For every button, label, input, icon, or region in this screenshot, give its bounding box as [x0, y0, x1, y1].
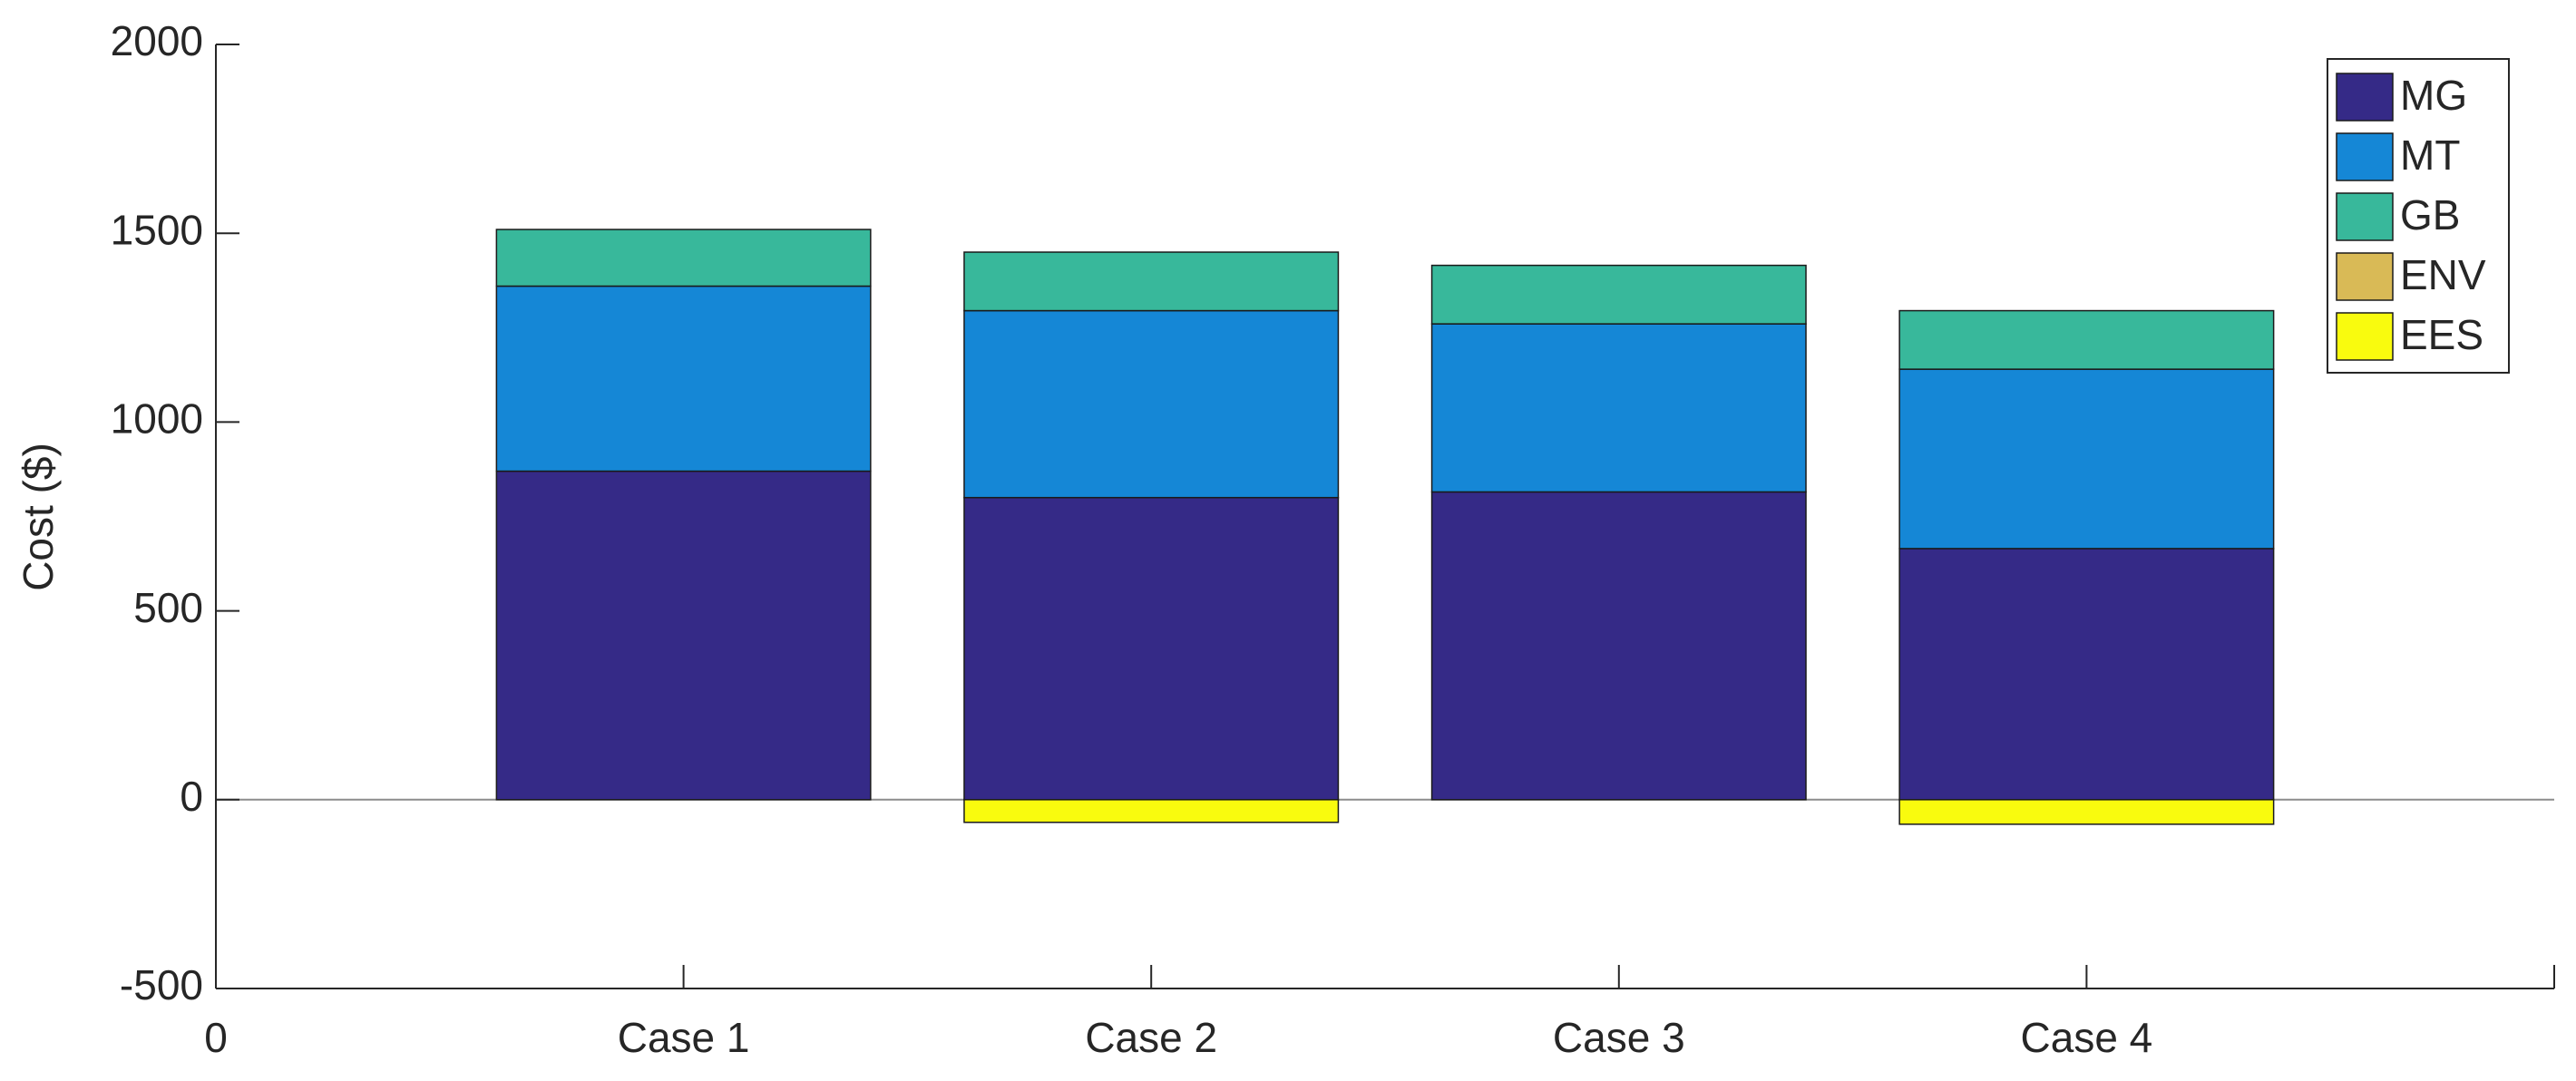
bar-segment	[963, 496, 1340, 801]
legend-swatch	[2336, 132, 2394, 181]
bar-segment	[963, 309, 1340, 499]
x-tick-label: Case 2	[1085, 1014, 1217, 1061]
bar-segment	[1898, 548, 2275, 801]
legend-label: GB	[2400, 191, 2460, 239]
legend-label: EES	[2400, 311, 2483, 358]
bar-segment	[1898, 368, 2275, 550]
y-tick-label: 500	[133, 584, 203, 631]
y-tick-label: 1500	[111, 206, 203, 253]
legend-label: ENV	[2400, 251, 2486, 298]
bar-segment	[1898, 309, 2275, 370]
bar-segment	[1430, 323, 1807, 493]
legend-swatch	[2336, 73, 2394, 122]
bar-segment	[1430, 491, 1807, 801]
y-tick-label: -500	[120, 961, 203, 1008]
bar-segment	[963, 251, 1340, 312]
x-tick-label: 0	[204, 1014, 228, 1061]
legend-swatch	[2336, 252, 2394, 301]
legend-swatch	[2336, 312, 2394, 361]
bar-segment	[495, 470, 872, 801]
y-axis-label: Cost ($)	[15, 443, 62, 591]
legend-swatch	[2336, 192, 2394, 241]
y-tick-label: 2000	[111, 17, 203, 64]
y-tick-label: 1000	[111, 395, 203, 443]
bar-segment	[1898, 799, 2275, 825]
bar-segment	[495, 229, 872, 287]
legend-label: MT	[2400, 131, 2460, 179]
x-tick-label: Case 3	[1553, 1014, 1685, 1061]
y-tick-label: 0	[180, 773, 203, 820]
bar-segment	[1430, 264, 1807, 325]
x-tick-label: Case 4	[2021, 1014, 2153, 1061]
x-tick-label: Case 1	[618, 1014, 750, 1061]
bar-segment	[495, 285, 872, 472]
legend-label: MG	[2400, 72, 2467, 119]
bar-segment	[963, 799, 1340, 823]
